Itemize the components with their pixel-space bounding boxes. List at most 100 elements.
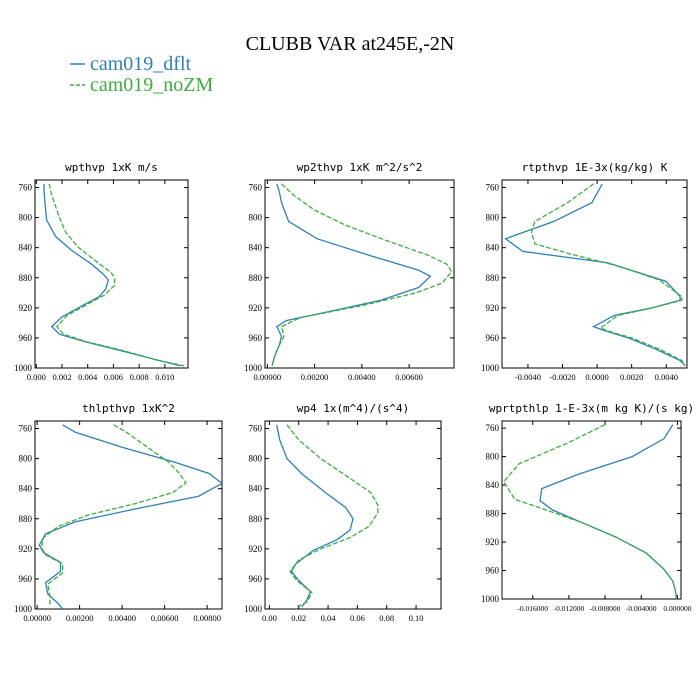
x-tick-label: 0.0000 xyxy=(585,372,608,382)
x-tick-label: 0.00 xyxy=(262,613,277,623)
plot-frame xyxy=(501,420,682,600)
y-tick-label: 960 xyxy=(486,333,500,343)
legend: cam019_dflt cam019_noZM xyxy=(70,53,214,96)
plot-frame xyxy=(264,420,442,610)
y-tick-label: 840 xyxy=(249,243,263,253)
x-tick-label: 0.08 xyxy=(379,613,394,623)
y-tick-label: 760 xyxy=(486,423,500,433)
y-tick-label: 1000 xyxy=(481,594,500,604)
y-tick-label: 760 xyxy=(19,424,33,434)
plot-frame xyxy=(34,420,223,610)
y-tick-label: 800 xyxy=(249,213,263,223)
y-tick-label: 920 xyxy=(249,303,263,313)
panel-title: wpthvp 1xK m/s xyxy=(65,161,158,174)
y-tick-label: 960 xyxy=(19,574,33,584)
series-line-cam019_noZM xyxy=(48,183,185,367)
x-tick-label: -0.012000 xyxy=(554,604,585,613)
y-tick-label: 760 xyxy=(249,424,263,434)
plot-frame xyxy=(264,179,455,369)
y-tick-label: 880 xyxy=(249,273,263,283)
y-tick-label: 920 xyxy=(19,303,33,313)
y-tick-label: 920 xyxy=(486,303,500,313)
y-tick-label: 760 xyxy=(249,183,263,193)
y-tick-label: 920 xyxy=(249,544,263,554)
x-tick-label: 0.00000 xyxy=(254,372,282,382)
y-tick-label: 840 xyxy=(19,484,33,494)
chart-panel-2: wp2thvp 1xK m^2/s^2 760 800 840 880 920 960 100… xyxy=(244,161,455,382)
series-line-cam019_noZM xyxy=(502,424,678,599)
x-tick-label: 0.00600 xyxy=(151,613,179,623)
y-tick-label: 880 xyxy=(486,273,500,283)
y-tick-label: 920 xyxy=(19,544,33,554)
chart-panel-6: wprtpthlp 1-E-3x(m kg K)/(s kg) 760 800 840… xyxy=(481,402,694,613)
x-tick-label: 0.02 xyxy=(291,613,306,623)
series-line-cam019_noZM xyxy=(40,424,187,607)
y-tick-label: 960 xyxy=(249,574,263,584)
x-tick-label: -0.008000 xyxy=(590,604,621,613)
y-tick-label: 1000 xyxy=(244,604,263,614)
y-tick-label: 960 xyxy=(19,333,33,343)
x-tick-label: 0.00600 xyxy=(395,372,423,382)
y-tick-label: 1000 xyxy=(481,363,500,373)
y-tick-label: 1000 xyxy=(14,604,33,614)
series-line-cam019_dflt xyxy=(539,424,678,599)
y-tick-label: 800 xyxy=(19,213,33,223)
y-tick-label: 800 xyxy=(19,454,33,464)
x-tick-label: 0.06 xyxy=(350,613,365,623)
y-tick-label: 840 xyxy=(486,243,500,253)
legend-label-nozm: cam019_noZM xyxy=(90,74,214,96)
series-line-cam019_dflt xyxy=(504,183,686,367)
chart-panel-4: thlpthvp 1xK^276080084088092096010000.00… xyxy=(14,402,223,623)
y-tick-label: 840 xyxy=(249,484,263,494)
y-tick-label: 760 xyxy=(486,183,500,193)
x-tick-label: 0.006 xyxy=(104,372,123,382)
x-tick-label: 0.000 xyxy=(27,372,46,382)
x-tick-label: 0.004 xyxy=(78,372,98,382)
chart-panels: wpthvp 1xK m/s76080084088092096010000.00… xyxy=(14,161,694,623)
x-tick-label: 0.00400 xyxy=(108,613,136,623)
x-tick-label: -0.016000 xyxy=(517,604,548,613)
x-tick-label: 0.002 xyxy=(52,372,71,382)
legend-label-dflt: cam019_dflt xyxy=(90,53,192,75)
x-tick-label: 0.000000 xyxy=(663,604,691,613)
y-tick-label: 880 xyxy=(486,509,500,519)
y-tick-label: 840 xyxy=(19,243,33,253)
panel-title: wp4 1x(m^4)/(s^4) xyxy=(297,402,410,415)
figure-title: CLUBB VAR at245E,-2N xyxy=(246,33,455,55)
y-tick-label: 920 xyxy=(486,537,500,547)
x-tick-label: 0.0040 xyxy=(655,372,678,382)
series-line-cam019_noZM xyxy=(530,183,686,367)
plot-frame xyxy=(501,179,688,369)
x-tick-label: 0.00000 xyxy=(23,613,51,623)
y-tick-label: 880 xyxy=(249,514,263,524)
y-tick-label: 800 xyxy=(486,452,500,462)
y-tick-label: 800 xyxy=(486,213,500,223)
panel-title: wp2thvp 1xK m^2/s^2 xyxy=(297,161,423,174)
y-tick-label: 960 xyxy=(486,566,500,576)
chart-panel-3: rtpthvp 1E-3x(kg/kg) K 760 800 840 880 920 960… xyxy=(481,161,688,382)
x-tick-label: 0.04 xyxy=(321,613,337,623)
y-tick-label: 760 xyxy=(19,183,33,193)
x-tick-label: 0.00200 xyxy=(301,372,329,382)
x-tick-label: 0.010 xyxy=(155,372,174,382)
series-line-cam019_dflt xyxy=(271,183,432,366)
chart-panel-5: wp4 1x(m^4)/(s^4)76080084088092096010000… xyxy=(244,402,442,623)
y-tick-label: 1000 xyxy=(14,363,33,373)
x-tick-label: 0.00400 xyxy=(348,372,376,382)
y-tick-label: 1000 xyxy=(244,363,263,373)
y-tick-label: 880 xyxy=(19,273,33,283)
series-line-cam019_noZM xyxy=(286,424,379,608)
y-tick-label: 960 xyxy=(249,333,263,343)
plot-frame xyxy=(34,179,189,369)
x-tick-label: 0.00200 xyxy=(66,613,94,623)
x-tick-label: 0.008 xyxy=(130,372,149,382)
y-tick-label: 840 xyxy=(486,480,500,490)
x-tick-label: -0.004000 xyxy=(626,604,657,613)
panel-title: rtpthvp 1E-3x(kg/kg) K xyxy=(522,161,668,174)
x-tick-label: 0.0020 xyxy=(620,372,643,382)
panel-title: wprtpthlp 1-E-3x(m kg K)/(s kg) xyxy=(489,402,694,415)
x-tick-label: -0.0040 xyxy=(515,372,541,382)
x-tick-label: 0.00800 xyxy=(193,613,221,623)
x-tick-label: -0.0020 xyxy=(549,372,575,382)
